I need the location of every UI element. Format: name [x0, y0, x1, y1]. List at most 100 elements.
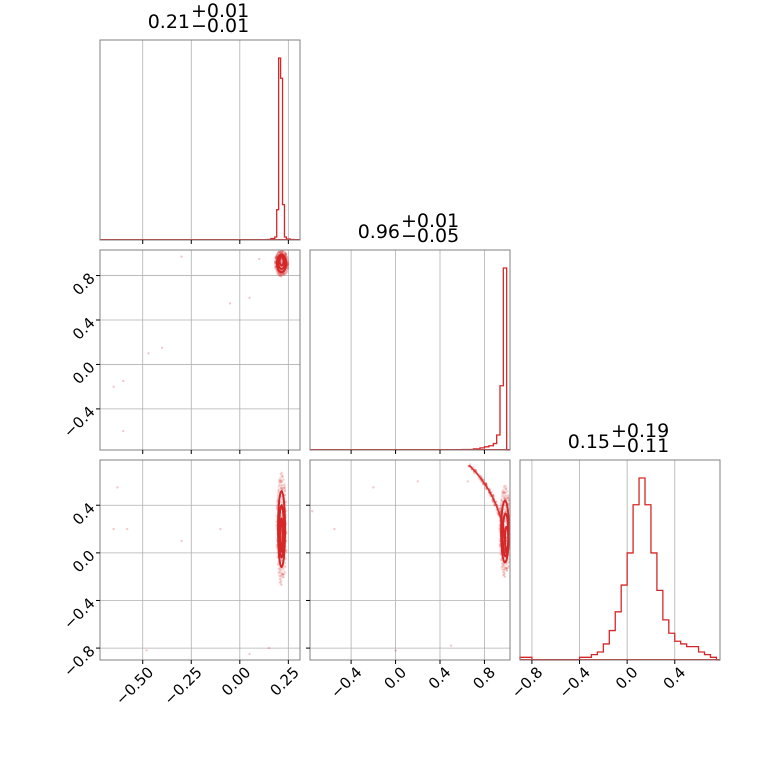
scatter-point — [275, 537, 278, 540]
scatter-point — [505, 494, 508, 497]
scatter-point — [281, 476, 284, 479]
scatter-point — [503, 572, 506, 575]
scatter-point — [275, 253, 278, 257]
scatter-point — [503, 492, 506, 496]
scatter-point — [284, 253, 287, 256]
scatter-panel-p21 — [310, 460, 510, 660]
scatter-point — [279, 251, 282, 254]
scatter-point — [503, 489, 506, 492]
scatter-point — [283, 488, 286, 491]
scatter-point — [503, 575, 507, 578]
scatter-point — [285, 270, 288, 273]
scatter-point — [282, 567, 285, 570]
scatter-point — [279, 569, 282, 572]
scatter-point — [279, 570, 282, 573]
scatter-point — [283, 482, 286, 485]
scatter-point — [286, 255, 289, 259]
scatter-point — [504, 491, 507, 495]
scatter-point — [279, 477, 282, 480]
scatter-point — [278, 569, 281, 572]
scatter-point — [273, 261, 277, 264]
scatter-point — [501, 568, 504, 571]
scatter-point — [279, 273, 282, 276]
scatter-point — [283, 251, 286, 255]
scatter-point — [278, 570, 281, 573]
scatter-point — [282, 576, 285, 579]
scatter-point — [275, 255, 278, 258]
scatter-point — [275, 270, 278, 273]
scatter-point — [504, 485, 507, 488]
scatter-point — [278, 479, 281, 483]
scatter-point — [283, 485, 286, 489]
scatter-point — [282, 486, 285, 489]
scatter-point — [283, 273, 286, 276]
scatter-point — [281, 483, 284, 487]
scatter-point — [284, 253, 287, 256]
x-tick-label: 0.00 — [218, 663, 254, 699]
scatter-point — [277, 490, 281, 493]
scatter-point — [279, 481, 283, 485]
scatter-point — [280, 579, 283, 582]
histogram-panel-0 — [100, 40, 300, 241]
scatter-point — [281, 250, 284, 253]
scatter-point — [258, 257, 261, 261]
scatter-point — [276, 273, 280, 276]
scatter-point — [501, 490, 504, 493]
scatter-point — [277, 272, 280, 275]
scatter-point — [504, 520, 507, 523]
y-tick-label: 0.0 — [69, 358, 99, 388]
scatter-point — [277, 483, 281, 487]
scatter-point — [280, 478, 283, 482]
scatter-point — [502, 563, 505, 566]
scatter-point — [286, 263, 290, 266]
scatter-point — [281, 272, 284, 276]
scatter-point — [485, 488, 488, 491]
scatter-point — [333, 527, 336, 531]
scatter-content — [311, 463, 510, 652]
title-plus: +0.19 — [611, 420, 669, 442]
scatter-point — [502, 492, 505, 495]
scatter-point — [279, 480, 282, 483]
scatter-point — [504, 566, 507, 569]
scatter-point — [502, 568, 506, 571]
scatter-point — [472, 466, 475, 469]
density-contour — [278, 255, 285, 267]
scatter-point — [284, 253, 288, 256]
scatter-point — [505, 562, 508, 565]
scatter-point — [503, 573, 506, 576]
scatter-point — [275, 520, 278, 523]
scatter-point — [279, 251, 282, 254]
scatter-point — [284, 272, 287, 275]
scatter-point — [279, 251, 282, 254]
scatter-point — [277, 251, 280, 255]
scatter-point — [277, 564, 280, 567]
scatter-point — [276, 251, 279, 254]
x-tick-label: 0.0 — [380, 663, 410, 693]
scatter-point — [500, 495, 503, 499]
scatter-point — [274, 256, 277, 260]
density-contour — [277, 254, 287, 270]
scatter-point — [502, 491, 506, 495]
scatter-point — [284, 252, 287, 255]
scatter-point — [507, 499, 510, 502]
scatter-point — [282, 272, 285, 276]
scatter-point — [500, 492, 503, 495]
scatter-point — [277, 250, 280, 253]
scatter-point — [281, 250, 284, 253]
scatter-point — [493, 504, 496, 507]
scatter-point — [274, 261, 277, 264]
scatter-point — [280, 558, 283, 561]
scatter-point — [501, 490, 504, 493]
panel-frame — [99, 39, 301, 241]
scatter-point — [283, 252, 286, 255]
scatter-point — [285, 255, 289, 259]
scatter-point — [499, 502, 503, 505]
scatter-point — [286, 269, 289, 272]
scatter-point — [279, 581, 282, 584]
scatter-point — [504, 506, 507, 509]
scatter-point — [277, 250, 280, 253]
scatter-point — [281, 273, 284, 276]
scatter-point — [499, 558, 502, 561]
scatter-point — [281, 480, 284, 483]
